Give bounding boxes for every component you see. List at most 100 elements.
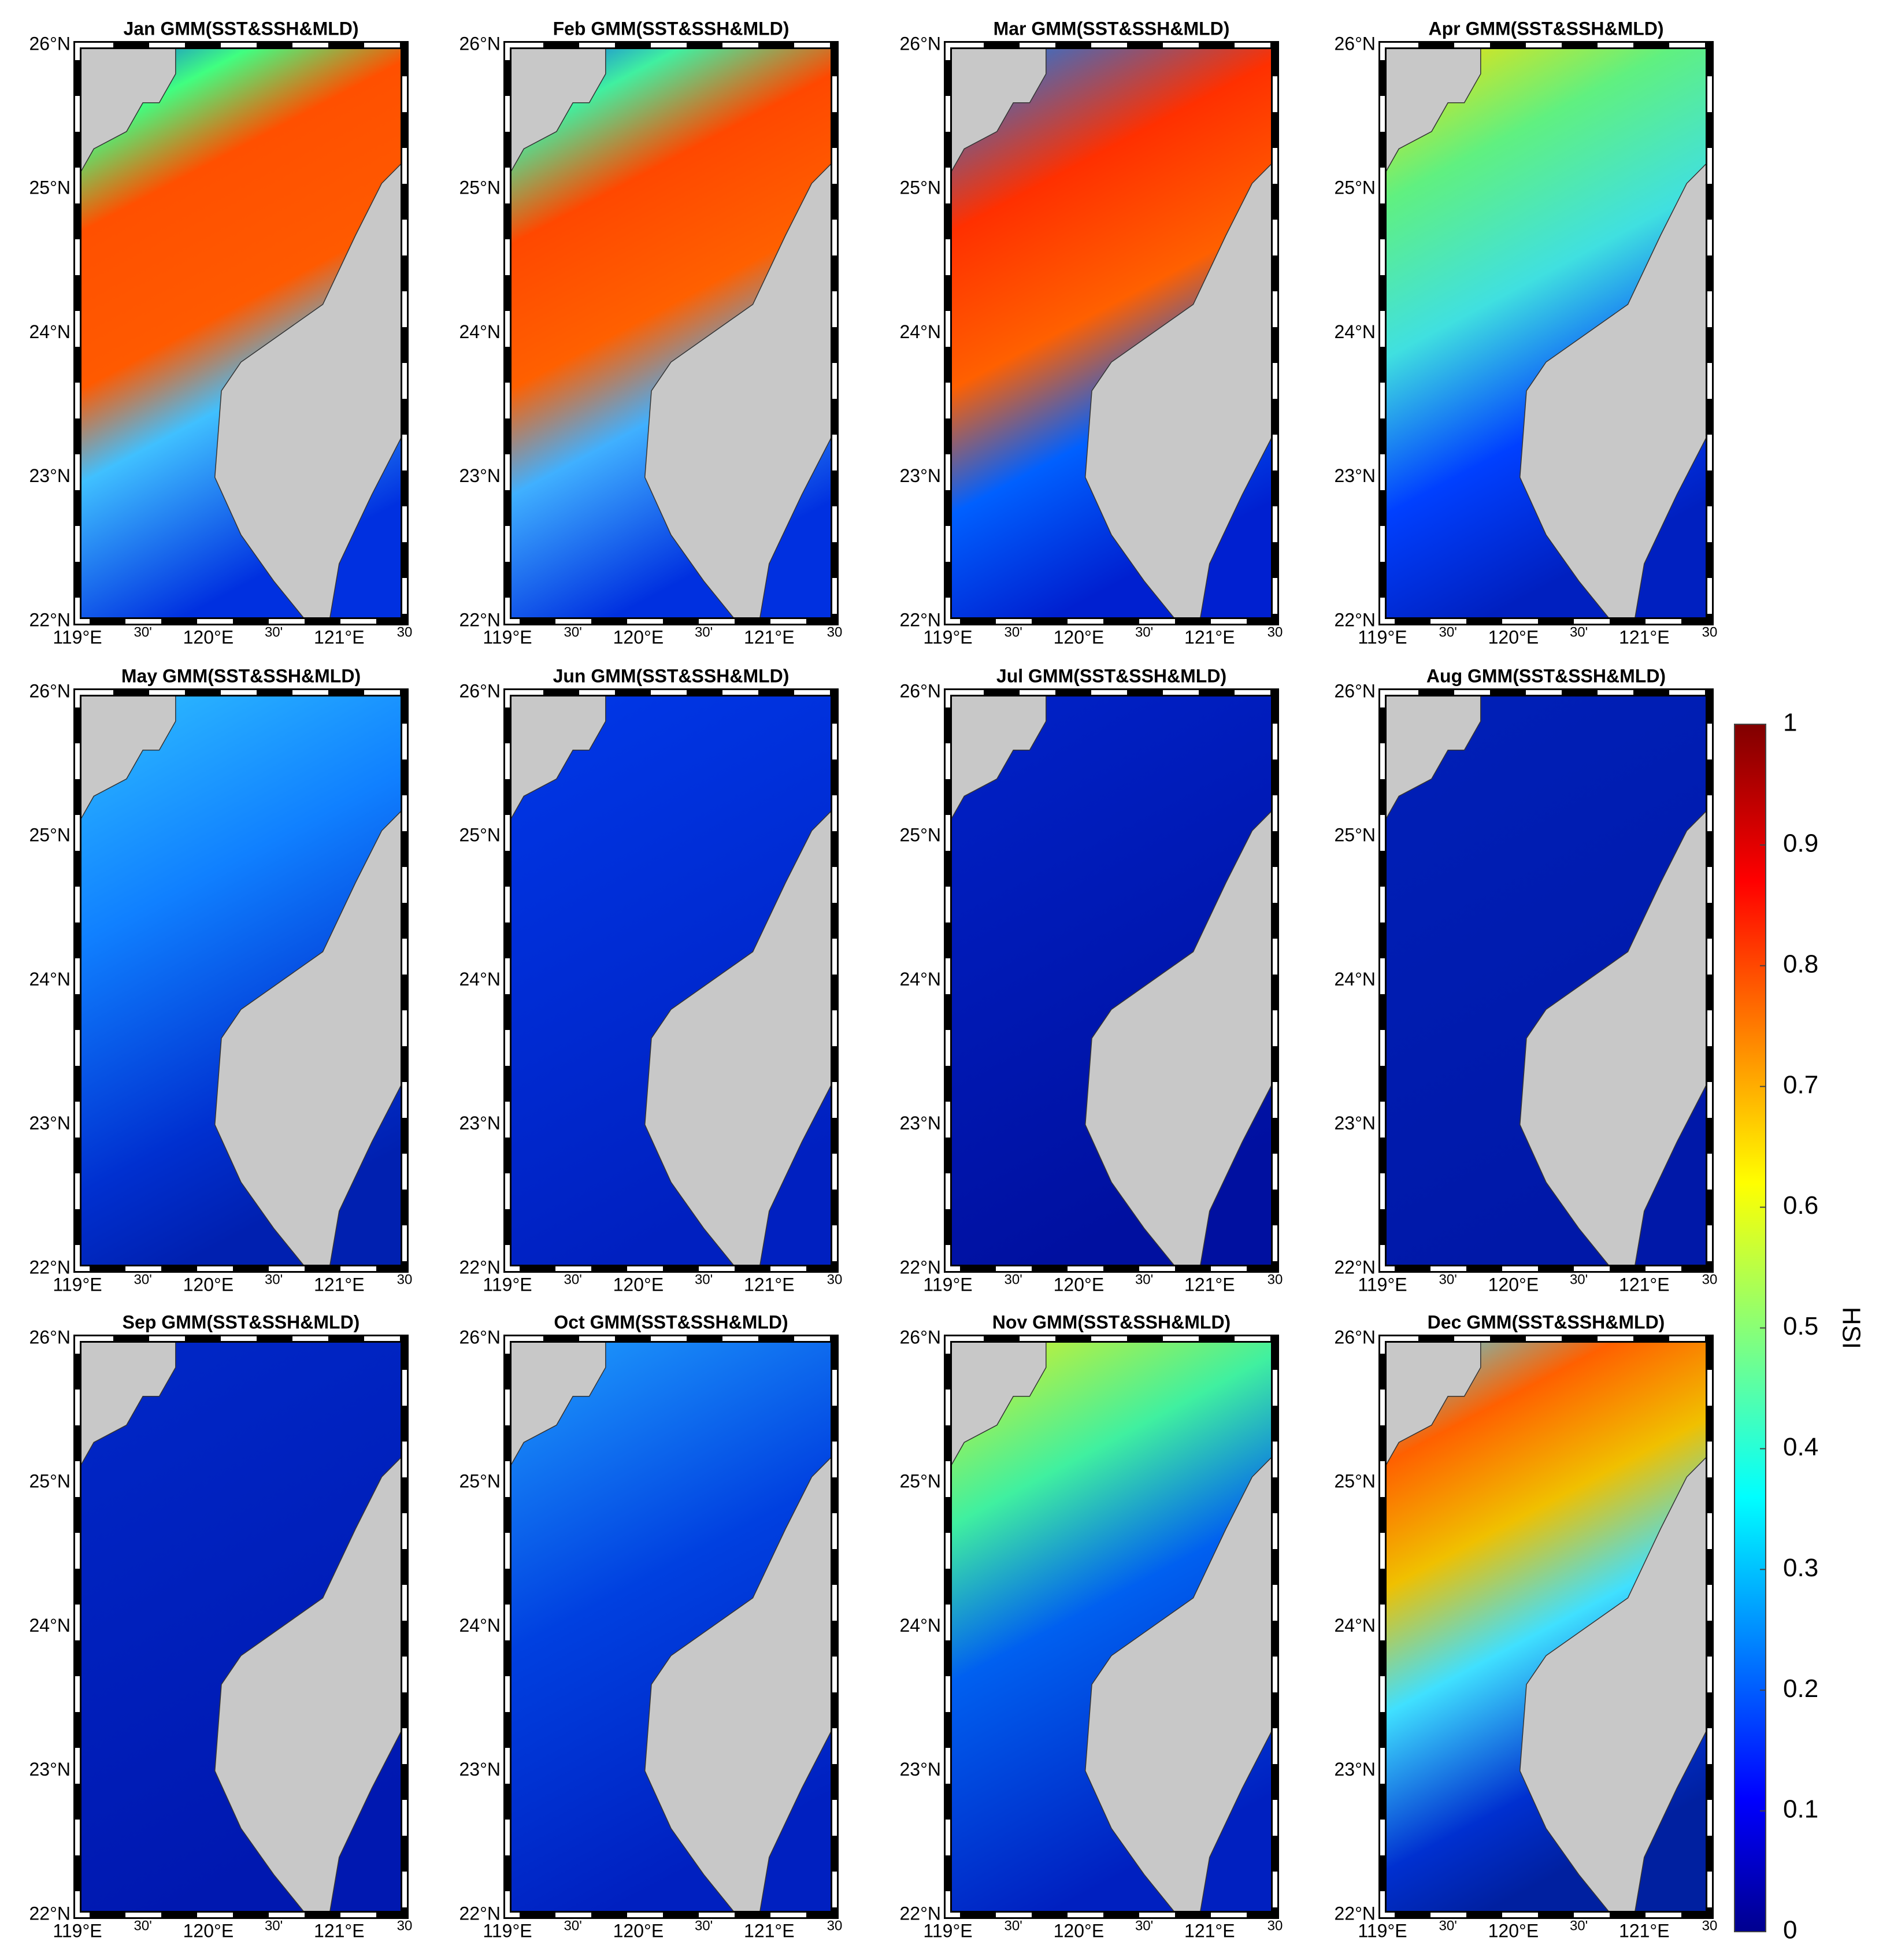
lon-label: 30' [1005, 624, 1022, 640]
land [1084, 1453, 1276, 1915]
panel-title: Sep GMM(SST&SSH&MLD) [123, 1311, 360, 1332]
land [1382, 1338, 1481, 1473]
lon-label: 119°E [1358, 1920, 1407, 1941]
lon-label: 30' [564, 1272, 582, 1287]
lat-label: 22°N [29, 609, 71, 630]
lon-label: 30 [1268, 624, 1283, 640]
lat-label: 26°N [29, 1327, 71, 1347]
lon-label: 30' [1570, 1918, 1588, 1933]
lon-label: 30 [1702, 1918, 1718, 1933]
lat-label: 25°N [459, 825, 501, 846]
lat-label: 26°N [900, 1327, 942, 1347]
lat-label: 24°N [900, 1615, 942, 1636]
land [947, 692, 1047, 827]
lat-label: 24°N [29, 1615, 71, 1636]
lon-label: 120°E [183, 1920, 234, 1941]
lon-label: 121°E [314, 1920, 365, 1941]
lon-label: 120°E [613, 1920, 664, 1941]
lat-label: 23°N [1335, 465, 1376, 486]
frame-pattern [505, 43, 837, 624]
lat-label: 26°N [900, 33, 942, 54]
map-panel: May GMM(SST&SSH&MLD) 26°N 25°N 24°N 23°N 22°N… [29, 665, 413, 1295]
panel-title: Mar GMM(SST&SSH&MLD) [994, 18, 1230, 39]
panel-title: Apr GMM(SST&SSH&MLD) [1428, 18, 1663, 39]
lat-label: 25°N [459, 177, 501, 198]
lon-label: 30' [265, 1272, 283, 1287]
colorbar-tick-label: 0 [1783, 1916, 1797, 1944]
panel-title: Oct GMM(SST&SSH&MLD) [554, 1311, 788, 1332]
lat-label: 25°N [29, 1471, 71, 1492]
frame-pattern [505, 690, 837, 1271]
lon-label: 30' [1005, 1918, 1022, 1933]
land [1519, 806, 1710, 1269]
lon-label: 120°E [613, 627, 664, 647]
lat-label: 24°N [900, 969, 942, 990]
lat-label: 22°N [459, 1903, 501, 1924]
lon-label: 121°E [1619, 1920, 1670, 1941]
lat-label: 22°N [29, 1903, 71, 1924]
lat-label: 24°N [900, 321, 942, 342]
lon-label: 119°E [923, 1274, 972, 1295]
lon-label: 30' [134, 1918, 152, 1933]
lon-label: 119°E [53, 1274, 102, 1295]
land [1382, 692, 1481, 827]
colorbar-tick-label: 0.2 [1783, 1674, 1818, 1703]
panel-title: Jul GMM(SST&SSH&MLD) [996, 665, 1226, 686]
map-panel: Jun GMM(SST&SSH&MLD) 26°N 25°N 24°N 23°N 22°N… [459, 665, 843, 1295]
lat-label: 23°N [1335, 1113, 1376, 1133]
colorbar-tick-label: 0.1 [1783, 1795, 1818, 1824]
lat-label: 26°N [900, 680, 942, 701]
lat-label: 22°N [1335, 1257, 1376, 1277]
lat-label: 22°N [1335, 609, 1376, 630]
lon-label: 30' [1439, 624, 1457, 640]
lon-label: 119°E [923, 627, 972, 647]
colorbar-tick-label: 0.5 [1783, 1312, 1818, 1340]
lon-label: 120°E [183, 1274, 234, 1295]
lon-label: 30' [695, 1918, 713, 1933]
lat-label: 24°N [29, 321, 71, 342]
frame-pattern [505, 1336, 837, 1917]
frame-pattern [75, 1336, 407, 1917]
lon-label: 30' [265, 1918, 283, 1933]
land [77, 1338, 176, 1473]
lon-label: 119°E [483, 1274, 532, 1295]
lon-label: 30' [265, 624, 283, 640]
panel-title: Jan GMM(SST&SSH&MLD) [123, 18, 358, 39]
lon-label: 121°E [744, 1920, 795, 1941]
lat-label: 26°N [1335, 33, 1376, 54]
land [947, 45, 1047, 180]
land [1519, 1453, 1710, 1915]
lon-label: 121°E [1619, 1274, 1670, 1295]
lat-label: 22°N [900, 1903, 942, 1924]
lat-label: 26°N [29, 680, 71, 701]
lat-label: 22°N [459, 1257, 501, 1277]
lon-label: 30' [564, 1918, 582, 1933]
lon-label: 120°E [1054, 1274, 1105, 1295]
lat-label: 24°N [459, 1615, 501, 1636]
lat-label: 23°N [29, 465, 71, 486]
land [507, 45, 606, 180]
lon-label: 30' [1439, 1272, 1457, 1287]
lon-label: 30' [695, 1272, 713, 1287]
panel-title: Nov GMM(SST&SSH&MLD) [992, 1311, 1231, 1332]
lon-label: 30 [827, 1918, 843, 1933]
lat-label: 23°N [900, 1113, 942, 1133]
lat-label: 25°N [900, 825, 942, 846]
lat-label: 23°N [900, 1759, 942, 1780]
lon-label: 30 [1702, 624, 1718, 640]
colorbar-tick-label: 0.4 [1783, 1433, 1818, 1461]
lon-label: 30' [1135, 1918, 1153, 1933]
frame-pattern [946, 1336, 1277, 1917]
map-panel: Dec GMM(SST&SSH&MLD) 26°N 25°N 24°N 23°N 22°N… [1335, 1311, 1718, 1941]
lon-label: 30' [564, 624, 582, 640]
lon-label: 30 [397, 1272, 413, 1287]
lon-label: 121°E [314, 1274, 365, 1295]
lon-label: 30 [827, 624, 843, 640]
map-panel: Feb GMM(SST&SSH&MLD) 26°N 25°N 24°N 23°N 22°N… [459, 18, 843, 647]
lat-label: 22°N [900, 1257, 942, 1277]
land [77, 692, 176, 827]
lon-label: 119°E [483, 627, 532, 647]
frame-pattern [1380, 43, 1712, 624]
lon-label: 120°E [1488, 627, 1539, 647]
